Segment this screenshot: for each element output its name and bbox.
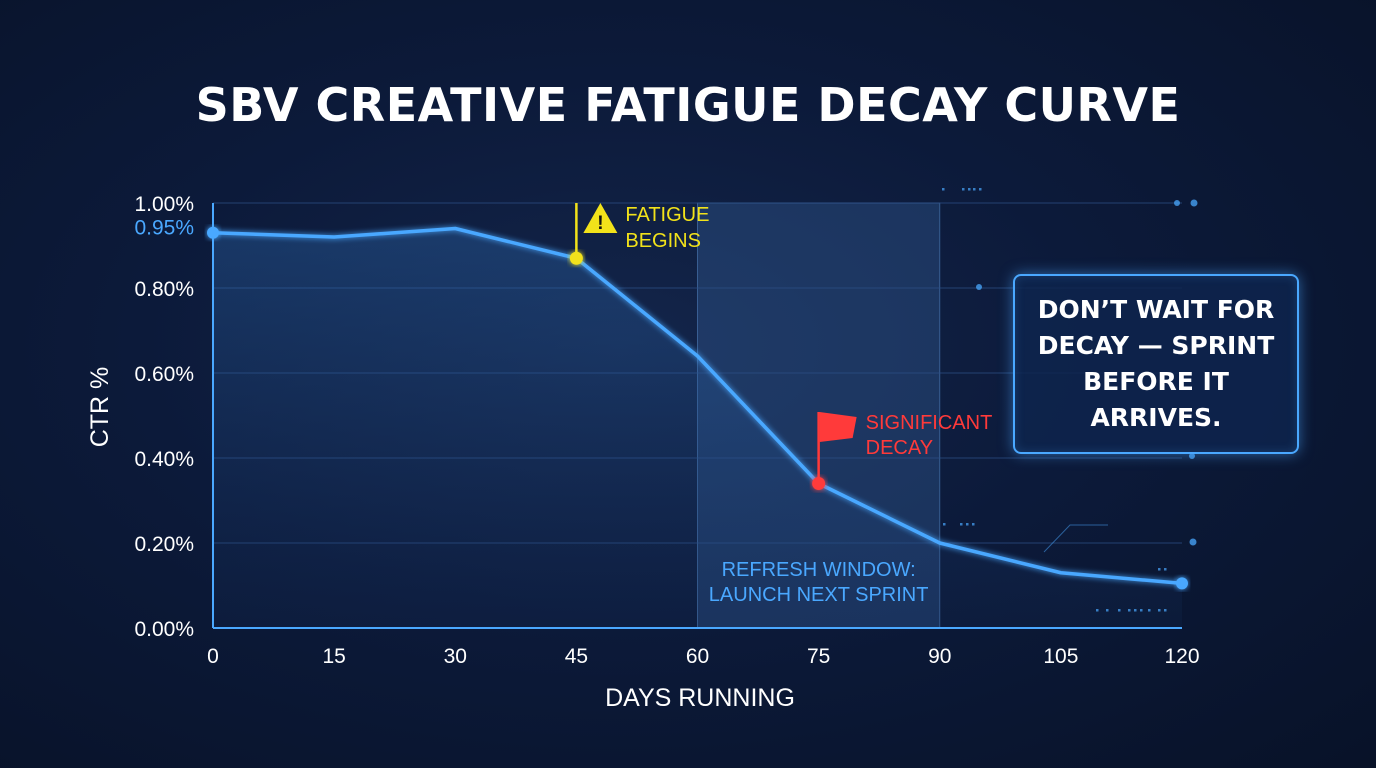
axes — [212, 203, 1182, 629]
decorative-dot — [1190, 199, 1198, 207]
x-tick-label: 60 — [686, 645, 709, 668]
warning-icon — [583, 203, 618, 233]
decorative-speck — [966, 523, 969, 526]
x-tick-label: 90 — [928, 645, 951, 668]
refresh-window-label: REFRESH WINDOW: — [722, 559, 916, 581]
decorative-dot — [976, 284, 982, 290]
tick-labels: 0.00% 0.20% 0.40% 0.60% 0.80% 1.00%0.95% 0 15 30… — [134, 193, 1199, 668]
end-point — [1176, 577, 1188, 590]
decorative-dot — [1189, 538, 1197, 546]
decorative-dot — [1174, 200, 1180, 206]
decay-label: SIGNIFICANT — [866, 412, 993, 434]
decorative-connector — [1043, 524, 1108, 553]
decorative-speck — [973, 188, 976, 191]
area-under-curve — [213, 228, 1182, 628]
decorative-speck — [979, 188, 982, 191]
decorative-speck — [1096, 609, 1099, 612]
decay-point — [812, 477, 826, 490]
x-axis-label: DAYS RUNNING — [605, 684, 795, 712]
y-tick-label: 0.60% — [134, 363, 194, 386]
decay-label: DECAY — [866, 437, 933, 459]
y-tick-label: 0.00% — [134, 618, 194, 641]
axis-labels: DAYS RUNNING CTR % — [86, 367, 795, 712]
decorative-speck — [1128, 609, 1131, 612]
decorative-speck — [972, 523, 975, 526]
x-tick-label: 0 — [207, 645, 219, 668]
decorative-dots — [942, 188, 1198, 612]
decorative-speck — [962, 188, 965, 191]
y-tick-label: 0.20% — [134, 533, 194, 556]
x-tick-label: 105 — [1043, 645, 1078, 668]
decorative-speck — [1118, 609, 1121, 612]
fatigue-point — [569, 251, 583, 265]
decorative-speck — [1106, 609, 1109, 612]
decorative-speck — [1148, 609, 1151, 612]
y-axis-label: CTR % — [86, 367, 114, 448]
warning-icon-glyph: ! — [597, 213, 603, 234]
decorative-speck — [968, 188, 971, 191]
x-tick-label: 15 — [322, 645, 345, 668]
series-line — [212, 226, 1183, 586]
decorative-speck — [1164, 568, 1167, 571]
decorative-speck — [1158, 568, 1161, 571]
y-tick-label: 1.00% — [134, 193, 194, 216]
x-tick-label: 30 — [444, 645, 467, 668]
sprint-callout-box: DON’T WAIT FOR DECAY — SPRINT BEFORE IT … — [1013, 274, 1299, 454]
start-point — [207, 226, 219, 239]
decorative-speck — [1164, 609, 1167, 612]
flag-icon — [819, 412, 857, 442]
y-tick-label: 0.40% — [134, 448, 194, 471]
annotations: ! FATIGUE BEGINS SIGNIFICANT DECAY REFRESH WI… — [569, 203, 993, 606]
decorative-speck — [943, 523, 946, 526]
y-tick-label-highlight: 0.95% — [134, 216, 194, 239]
series-line-layer — [207, 226, 1188, 590]
y-tick-label: 0.80% — [134, 278, 194, 301]
x-tick-label: 75 — [807, 645, 830, 668]
fatigue-label: FATIGUE — [625, 204, 709, 226]
area-fill-layer — [213, 228, 1182, 628]
chart-title: SBV CREATIVE FATIGUE DECAY CURVE — [195, 78, 1181, 132]
x-tick-label: 45 — [565, 645, 588, 668]
callout-text: DON’T WAIT FOR DECAY — SPRINT BEFORE IT … — [1037, 295, 1275, 432]
decorative-speck — [1158, 609, 1161, 612]
x-tick-label: 120 — [1164, 645, 1199, 668]
refresh-window-label: LAUNCH NEXT SPRINT — [709, 584, 929, 606]
decorative-dot — [1189, 453, 1195, 459]
decorative-speck — [960, 523, 963, 526]
decorative-speck — [942, 188, 945, 191]
decorative-speck — [1134, 609, 1137, 612]
fatigue-label: BEGINS — [625, 230, 701, 252]
decorative-speck — [1140, 609, 1143, 612]
